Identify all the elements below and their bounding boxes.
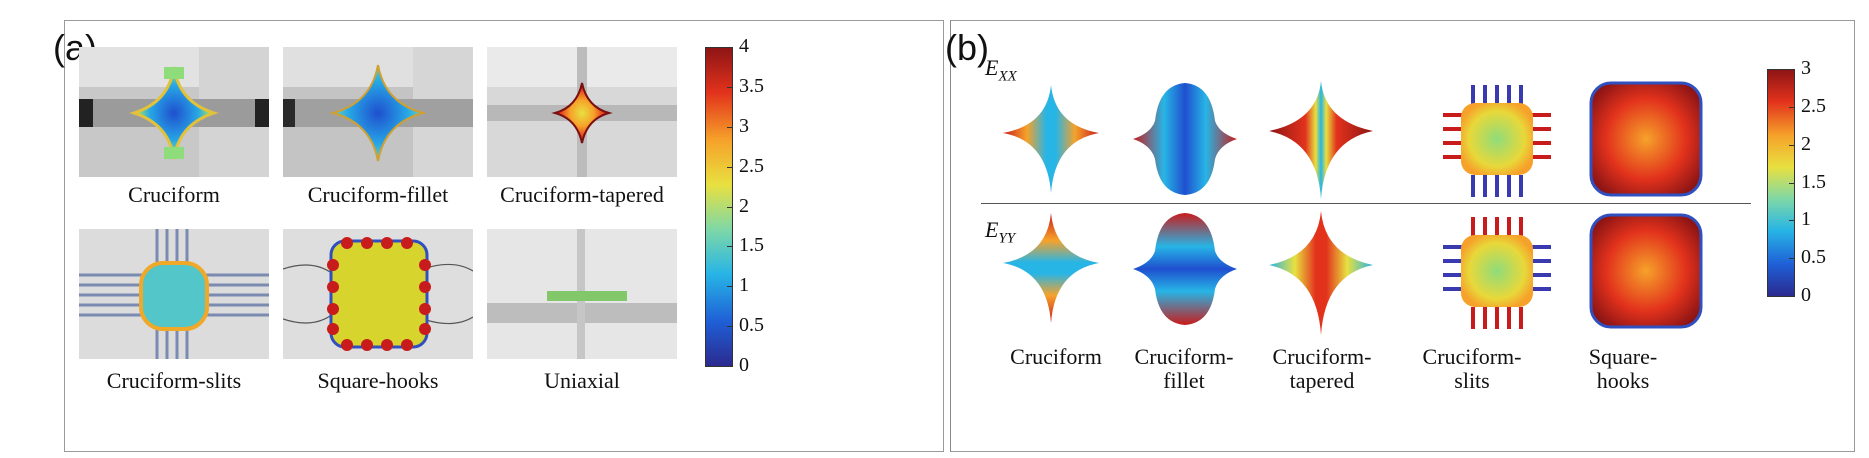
colorbar-tick-mark (1789, 220, 1795, 222)
row-divider (981, 203, 1751, 204)
sample-cruciform-fillet (283, 47, 473, 177)
strain-map-cruciform-tapered (487, 47, 677, 177)
caption-b-cruciform-tapered: Cruciform- tapered (1272, 344, 1372, 393)
caption-cruciform-tapered: Cruciform-tapered (500, 182, 664, 207)
colorbar-tick-label: 1.5 (1801, 170, 1826, 193)
caption-b-cruciform-fillet: Cruciform- fillet (1134, 344, 1234, 393)
colorbar-tick-mark (1789, 69, 1795, 70)
colorbar-tick-mark (1789, 144, 1795, 146)
caption-b-cruciform-slits: Cruciform- slits (1422, 344, 1522, 393)
colorbar-tick-label: 2.5 (739, 154, 764, 177)
colorbar-tick-label: 3.5 (739, 74, 764, 97)
sample-uniaxial (487, 229, 677, 359)
colorbar-tick-label: 1 (739, 274, 749, 297)
colorbar-tick-mark (727, 326, 733, 328)
colorbar-tick-mark (1789, 296, 1795, 297)
panel-a: (a) (53, 20, 944, 452)
colorbar-tick-mark (727, 246, 733, 248)
exx-strain-maps (1003, 81, 1703, 199)
caption-cruciform-fillet: Cruciform-fillet (307, 182, 449, 207)
sample-square-hooks (282, 229, 474, 359)
colorbar-tick-mark (727, 206, 733, 208)
sample-cruciform (79, 47, 269, 177)
colorbar-tick-label: 0 (1801, 284, 1811, 306)
colorbar-tick-label: 2.5 (1801, 94, 1826, 117)
strain-map-cruciform-slits (79, 229, 269, 359)
strain-map-uniaxial (487, 229, 677, 359)
colorbar-tick-mark (727, 47, 733, 48)
caption-cruciform: Cruciform (128, 182, 220, 207)
row-label-exx: EXX (985, 55, 1017, 85)
colorbar-tick-mark (727, 366, 733, 367)
sample-cruciform-tapered (487, 47, 677, 177)
colorbar-tick-mark (1789, 182, 1795, 184)
colorbar-tick-label: 0 (739, 354, 749, 376)
caption-b-cruciform: Cruciform (1010, 344, 1102, 369)
colorbar-tick-mark (1789, 106, 1795, 108)
caption-cruciform-slits: Cruciform-slits (106, 368, 242, 393)
caption-square-hooks: Square-hooks (317, 368, 439, 393)
sample-cruciform-slits (79, 229, 269, 359)
strain-map-square-hooks (282, 229, 474, 359)
strain-map-cruciform-fillet (283, 47, 473, 177)
colorbar-tick-label: 3 (1801, 57, 1811, 79)
colorbar-tick-label: 2 (1801, 132, 1811, 155)
colorbar-tick-mark (727, 286, 733, 288)
caption-uniaxial: Uniaxial (544, 368, 620, 393)
caption-b-square-hooks: Square- hooks (1588, 344, 1658, 393)
colorbar-tick-mark (727, 126, 733, 128)
strain-map-cruciform (79, 47, 269, 177)
colorbar-tick-label: 3 (739, 114, 749, 137)
colorbar-tick-mark (1789, 258, 1795, 260)
colorbar-tick-label: 4 (739, 35, 749, 57)
panel-b-label: (b) (945, 27, 989, 68)
colorbar-tick-label: 0.5 (1801, 246, 1826, 269)
row-label-eyy: EYY (985, 217, 1016, 247)
colorbar-tick-mark (727, 166, 733, 168)
colorbar-tick-label: 1.5 (739, 234, 764, 257)
colorbar-tick-label: 2 (739, 194, 749, 217)
colorbar-tick-mark (727, 86, 733, 88)
panel-b: (b) EXX EYY (945, 20, 1855, 452)
colorbar-tick-label: 1 (1801, 208, 1811, 231)
colorbar-tick-label: 0.5 (739, 314, 764, 337)
eyy-strain-maps (1003, 211, 1703, 335)
